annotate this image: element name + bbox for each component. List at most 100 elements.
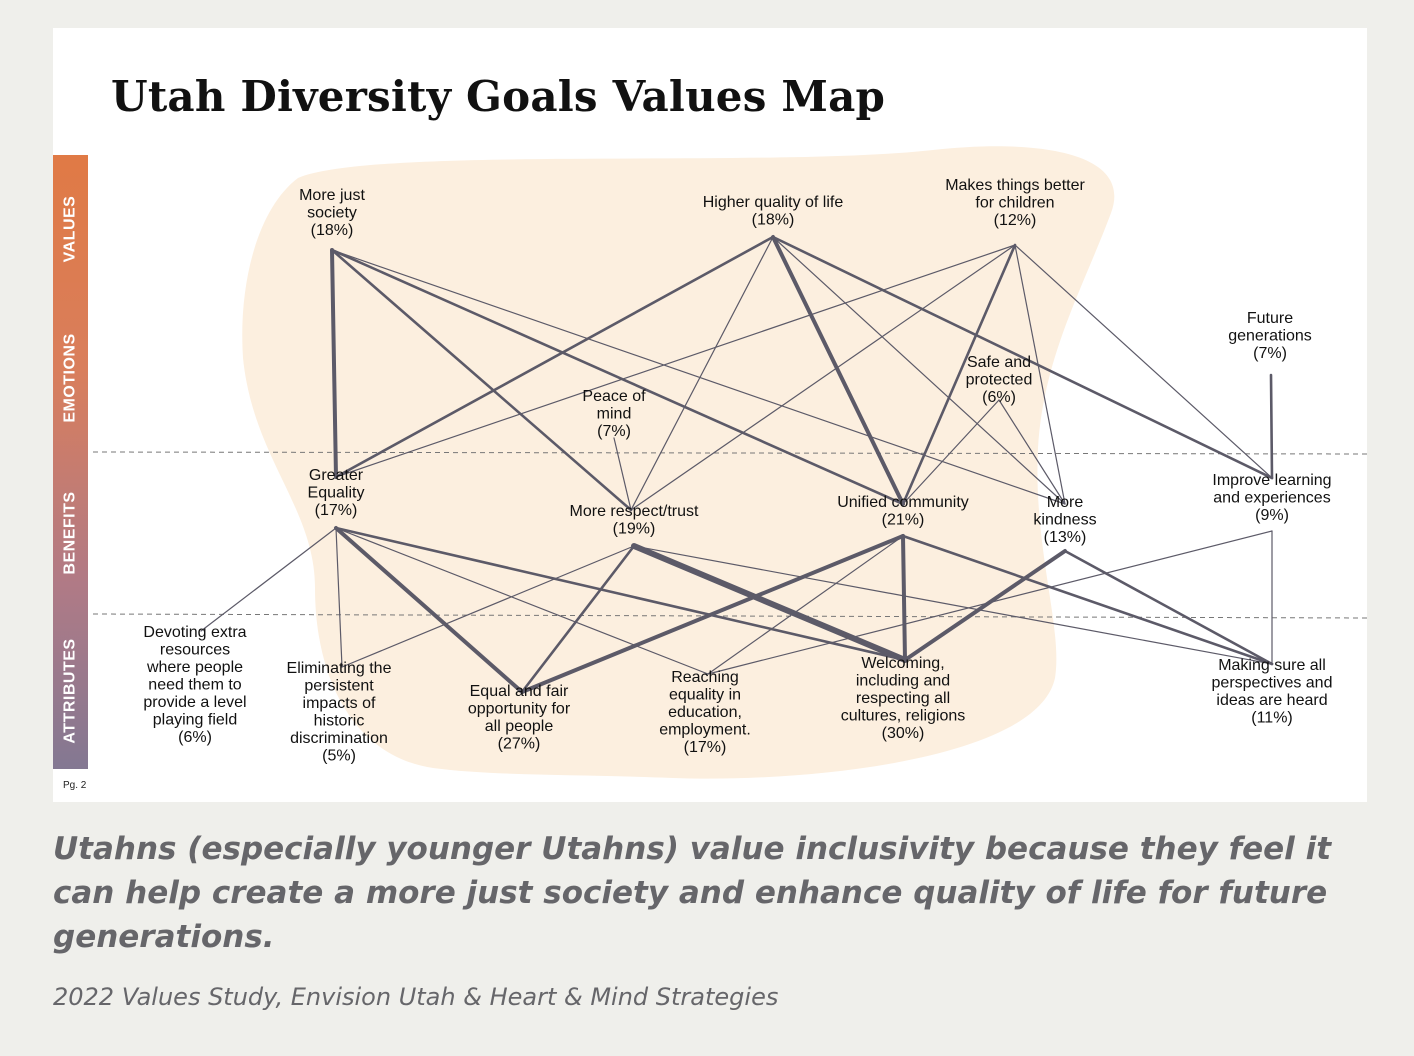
link-higher-quality-to-improve-learning (771, 235, 1274, 480)
node-label-line: persistent (304, 678, 374, 695)
link-higher-quality-to-greater-equality (334, 235, 775, 479)
link-greater-equality-to-welcoming (334, 526, 907, 662)
link-more-just-society-to-greater-equality (330, 248, 338, 479)
map-title: Utah Diversity Goals Values Map (111, 72, 886, 121)
node-label-line: Greater (309, 467, 364, 484)
node-label-line: opportunity for (468, 701, 571, 718)
node-label-line: (7%) (1253, 345, 1287, 362)
link-more-respect-to-eliminating-discrimination (341, 545, 635, 668)
node-label-line: (6%) (982, 389, 1016, 406)
node-label-line: society (307, 205, 357, 222)
node-label-line: employment. (659, 722, 751, 739)
node-label-line: education, (668, 704, 742, 721)
node-label-line: Welcoming, (861, 655, 944, 672)
node-label-line: cultures, religions (841, 708, 966, 725)
node-label-line: protected (966, 372, 1033, 389)
node-label-line: (17%) (315, 502, 358, 519)
node-label-line: Making sure all (1218, 657, 1326, 674)
node-label-line: Peace of (582, 388, 646, 405)
link-better-children-to-improve-learning (1014, 244, 1273, 479)
node-label-line: (9%) (1255, 507, 1289, 524)
node-label-line: (11%) (1251, 710, 1293, 727)
link-future-generations-to-improve-learning (1269, 373, 1274, 480)
node-label-line: impacts of (303, 695, 376, 712)
node-label-line: ideas are heard (1216, 692, 1327, 709)
link-greater-equality-to-equal-opportunity (334, 526, 524, 694)
node-label-line: resources (160, 642, 230, 659)
link-more-just-society-to-more-respect (330, 248, 633, 512)
caption: Utahns (especially younger Utahns) value… (53, 831, 1332, 955)
node-unified-community: Unified community(21%) (837, 494, 969, 529)
link-more-respect-to-equal-opportunity (520, 544, 636, 694)
node-label-line: Future (1247, 310, 1293, 327)
node-label-line: including and (856, 673, 950, 690)
node-label-line: equality in (669, 687, 741, 704)
node-label-line: (27%) (498, 736, 541, 753)
node-label-line: (17%) (684, 739, 727, 756)
link-better-children-to-more-respect (630, 244, 1016, 511)
link-higher-quality-to-more-kindness (772, 236, 1066, 505)
node-label-line: More (1047, 494, 1084, 511)
link-more-kindness-to-perspectives-heard (1063, 549, 1274, 666)
node-label-line: discrimination (290, 730, 388, 747)
link-greater-equality-to-devoting-resources (200, 527, 337, 632)
link-peace-of-mind-to-more-respect (613, 437, 632, 511)
node-label-line: Devoting extra (143, 624, 246, 641)
node-label-line: (19%) (613, 521, 656, 538)
highlight-region (242, 146, 1115, 779)
level-bar: VALUES EMOTIONS BENEFITS ATTRIBUTES (53, 155, 88, 769)
node-label-line: and experiences (1213, 490, 1330, 507)
node-label-line: Makes things better (945, 177, 1085, 194)
node-label-line: Equality (308, 485, 365, 502)
node-label-line: historic (314, 713, 365, 730)
node-label-line: playing field (153, 712, 238, 729)
link-greater-equality-to-reaching-equality (335, 527, 709, 675)
node-label-line: (18%) (752, 212, 795, 229)
node-label-line: Unified community (837, 494, 969, 511)
node-label-line: (13%) (1044, 529, 1087, 546)
node-label-line: perspectives and (1212, 675, 1333, 692)
link-better-children-to-more-kindness (1014, 244, 1066, 505)
node-label-line: (5%) (322, 748, 356, 765)
node-label-line: Equal and fair (470, 683, 569, 700)
links-layer (200, 235, 1274, 694)
link-unified-community-to-welcoming (901, 534, 907, 662)
source-citation: 2022 Values Study, Envision Utah & Heart… (53, 983, 779, 1011)
node-label-line: Improve learning (1212, 472, 1331, 489)
link-higher-quality-to-unified-community (771, 235, 905, 506)
link-unified-community-to-reaching-equality (707, 535, 904, 675)
node-label-line: mind (597, 406, 632, 423)
link-safe-protected-to-unified-community (902, 399, 1000, 505)
node-label-line: respecting all (856, 690, 950, 707)
node-label-line: kindness (1033, 512, 1096, 529)
link-unified-community-to-perspectives-heard (901, 534, 1274, 666)
node-higher-quality: Higher quality of life(18%) (703, 194, 844, 229)
node-label-line: all people (485, 718, 554, 735)
link-higher-quality-to-more-respect (630, 236, 774, 511)
node-label-line: where people (146, 659, 243, 676)
link-better-children-to-unified-community (901, 243, 1017, 506)
node-label-line: Reaching (671, 669, 739, 686)
node-label-line: Higher quality of life (703, 194, 844, 211)
link-more-just-society-to-unified-community (330, 248, 905, 506)
page-number: Pg. 2 (63, 780, 87, 791)
node-label-line: (7%) (597, 423, 631, 440)
node-label-line: (6%) (178, 729, 212, 746)
node-label-line: (18%) (311, 222, 354, 239)
link-greater-equality-to-eliminating-discrimination (335, 527, 343, 668)
node-label-line: Safe and (967, 354, 1031, 371)
